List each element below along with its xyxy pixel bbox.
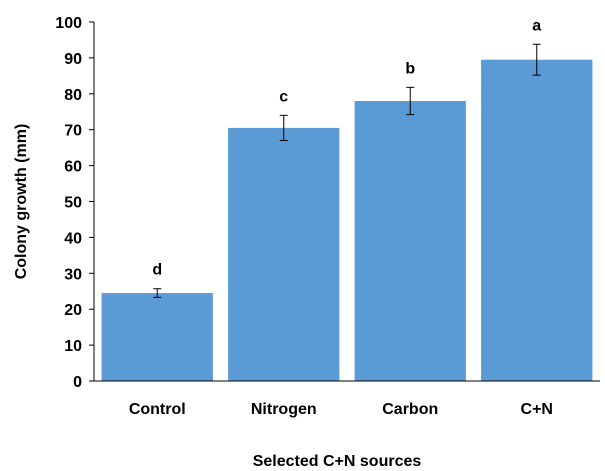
y-tick-label: 50 [64, 195, 82, 212]
significance-label: c [279, 88, 288, 105]
x-tick-label: Carbon [382, 401, 438, 418]
y-tick-label: 80 [64, 87, 82, 104]
y-tick-label: 90 [64, 51, 82, 68]
significance-label: b [405, 60, 415, 77]
significance-label: d [152, 262, 162, 279]
bar-control [101, 293, 213, 381]
y-axis-title: Colony growth (mm) [13, 124, 30, 280]
bar-nitrogen [228, 127, 340, 381]
y-tick-label: 30 [64, 266, 82, 283]
x-axis-tick-labels: Control Nitrogen Carbon C+N [129, 401, 553, 418]
x-tick-label: C+N [521, 401, 553, 418]
y-axis-ticks: 0 10 20 30 40 50 60 70 80 90 100 [55, 15, 94, 391]
error-bars-group [153, 43, 541, 298]
y-tick-label: 100 [55, 15, 82, 32]
y-tick-label: 10 [64, 338, 82, 355]
y-tick-label: 60 [64, 159, 82, 176]
significance-labels-group: d c b a [152, 17, 541, 278]
bar-carbon [354, 100, 466, 381]
x-axis-title: Selected C+N sources [253, 453, 422, 470]
y-tick-label: 20 [64, 302, 82, 319]
significance-label: a [532, 17, 541, 34]
x-tick-label: Nitrogen [251, 401, 317, 418]
y-tick-label: 0 [73, 374, 82, 391]
y-tick-label: 70 [64, 123, 82, 140]
y-tick-label: 40 [64, 230, 82, 247]
x-tick-label: Control [129, 401, 186, 418]
bar-c-n [481, 59, 593, 381]
bars-group [101, 59, 593, 381]
